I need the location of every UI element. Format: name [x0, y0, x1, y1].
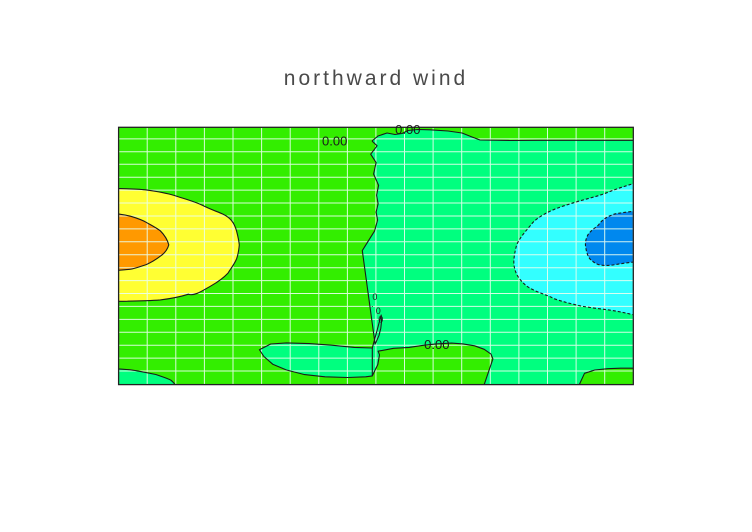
svg-text:0.00: 0.00 — [424, 337, 449, 352]
svg-text:0: 0 — [378, 315, 383, 325]
svg-text:0.00: 0.00 — [395, 122, 420, 137]
svg-text:0.00: 0.00 — [322, 134, 347, 149]
svg-text:.: . — [371, 299, 374, 309]
